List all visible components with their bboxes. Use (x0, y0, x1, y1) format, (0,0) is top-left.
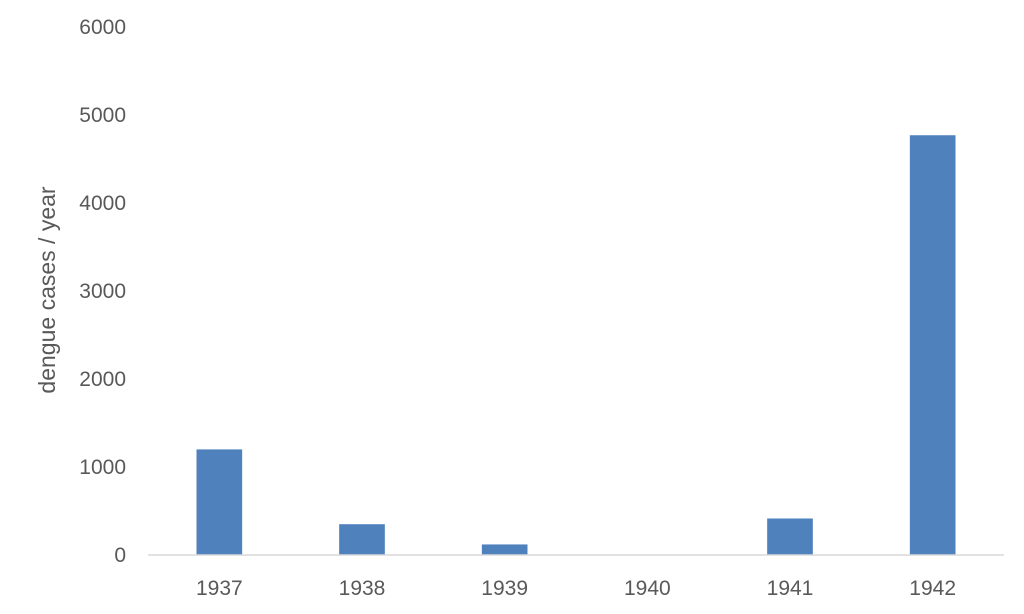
x-axis-ticks: 1937 1938 1939 1940 1941 1942 (196, 577, 956, 600)
y-tick-label: 3000 (79, 280, 126, 303)
bars (196, 135, 956, 556)
x-tick-label: 1940 (624, 577, 671, 600)
y-axis-label: dengue cases / year (34, 186, 60, 393)
bar-1937 (196, 449, 243, 555)
y-tick-label: 1000 (79, 456, 126, 479)
bar-1939 (481, 544, 528, 555)
bar-1942 (909, 135, 956, 556)
y-axis-ticks: 0 1000 2000 3000 4000 5000 6000 (79, 16, 126, 567)
bar-1941 (767, 518, 813, 555)
bar-1938 (339, 524, 385, 555)
x-tick-label: 1937 (196, 577, 243, 600)
y-tick-label: 2000 (79, 368, 126, 391)
y-tick-label: 0 (114, 544, 126, 567)
x-tick-label: 1939 (481, 577, 528, 600)
x-tick-label: 1941 (767, 577, 814, 600)
y-tick-label: 6000 (79, 16, 126, 39)
y-tick-label: 4000 (79, 192, 126, 215)
x-tick-label: 1938 (339, 577, 386, 600)
y-tick-label: 5000 (79, 104, 126, 127)
x-tick-label: 1942 (909, 577, 956, 600)
